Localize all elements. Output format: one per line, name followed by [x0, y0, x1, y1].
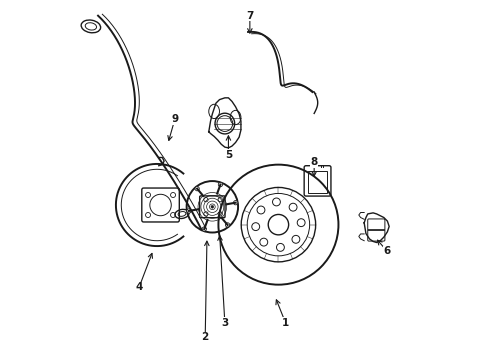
Text: 4: 4	[135, 282, 142, 292]
Circle shape	[225, 223, 229, 227]
Circle shape	[195, 186, 199, 191]
Circle shape	[233, 201, 237, 205]
Circle shape	[202, 227, 206, 231]
Text: 1: 1	[282, 318, 288, 328]
Text: 2: 2	[201, 332, 208, 342]
Circle shape	[218, 183, 222, 187]
Text: 3: 3	[221, 318, 228, 328]
Circle shape	[210, 205, 213, 208]
Text: 7: 7	[245, 11, 253, 21]
Text: 9: 9	[171, 114, 178, 124]
Text: 6: 6	[383, 247, 390, 256]
Circle shape	[186, 209, 191, 213]
Text: 8: 8	[310, 157, 317, 167]
Text: 5: 5	[224, 150, 232, 160]
